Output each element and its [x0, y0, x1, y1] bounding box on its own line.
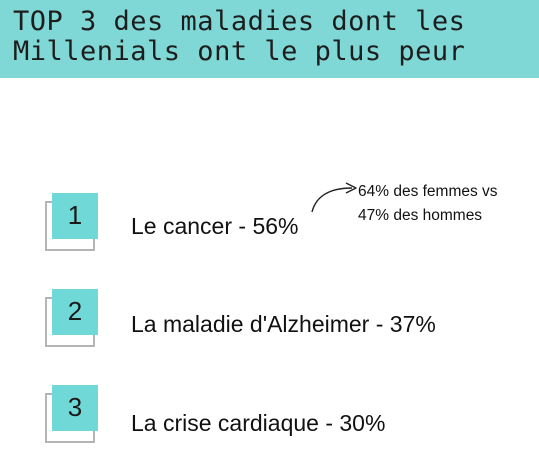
gender-note: 64% des femmes vs 47% des hommes	[358, 180, 498, 228]
rank-badge: 2	[45, 289, 105, 349]
rank-badge: 1	[45, 193, 105, 253]
rank-number: 2	[67, 296, 83, 326]
note-line-2: 47% des hommes	[358, 207, 483, 224]
badge-fill	[52, 193, 98, 239]
note-line-1: 64% des femmes vs	[358, 183, 498, 200]
rank-number: 1	[67, 200, 83, 230]
title-line-1: TOP 3 des maladies dont les	[13, 6, 466, 37]
page-title: TOP 3 des maladies dont les Millenials o…	[13, 7, 539, 67]
curved-arrow-icon	[311, 182, 357, 213]
badge-fill	[52, 385, 98, 431]
rank-label: Le cancer - 56%	[131, 213, 299, 239]
rank-label: La crise cardiaque - 30%	[131, 410, 386, 436]
badge-fill	[52, 289, 98, 335]
rank-item-2: 2 La maladie d'Alzheimer - 37%	[0, 289, 539, 369]
arrow-head	[345, 182, 357, 194]
arrow-stroke	[311, 187, 353, 213]
title-line-2: Millenials ont le plus peur	[13, 36, 466, 67]
rank-label: La maladie d'Alzheimer - 37%	[131, 311, 436, 337]
rank-number: 3	[67, 392, 83, 422]
rank-badge: 3	[45, 385, 105, 445]
rank-item-1: 1 Le cancer - 56%	[0, 193, 539, 273]
rank-item-3: 3 La crise cardiaque - 30%	[0, 385, 539, 465]
header-banner: TOP 3 des maladies dont les Millenials o…	[0, 0, 539, 78]
